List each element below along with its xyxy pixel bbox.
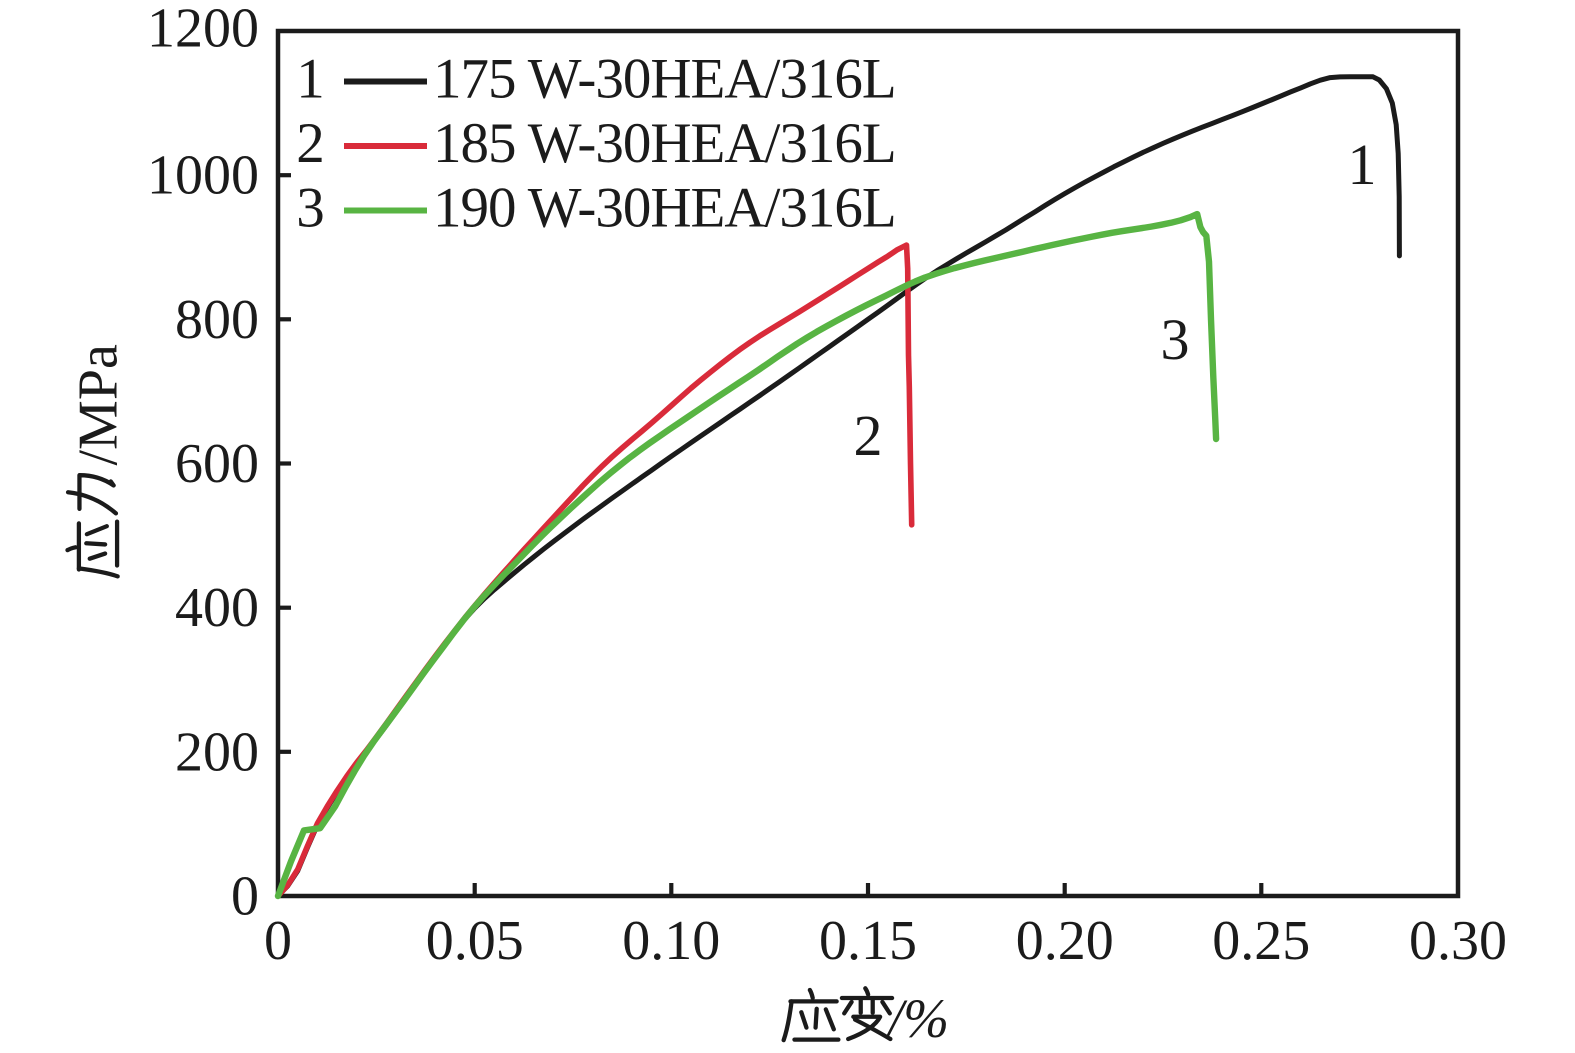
svg-text:0: 0 [264, 910, 292, 972]
svg-text:175 W-30HEA/316L: 175 W-30HEA/316L [433, 48, 896, 111]
svg-text:0.10: 0.10 [622, 910, 720, 972]
svg-text:0.25: 0.25 [1212, 910, 1310, 972]
svg-text:1000: 1000 [147, 145, 259, 207]
svg-text:1200: 1200 [147, 0, 259, 60]
svg-text:/MPa: /MPa [68, 344, 130, 465]
svg-text:0.30: 0.30 [1409, 910, 1507, 972]
svg-text:2: 2 [854, 403, 883, 468]
svg-text:3: 3 [296, 177, 324, 240]
svg-text:/%: /% [885, 988, 949, 1049]
svg-text:0.05: 0.05 [426, 910, 524, 972]
svg-text:200: 200 [175, 721, 259, 783]
svg-text:0: 0 [231, 866, 259, 928]
svg-text:400: 400 [175, 577, 259, 639]
svg-text:3: 3 [1161, 307, 1190, 372]
svg-text:1: 1 [296, 48, 324, 111]
svg-text:2: 2 [296, 112, 324, 175]
svg-text:190 W-30HEA/316L: 190 W-30HEA/316L [433, 177, 896, 240]
svg-text:800: 800 [175, 289, 259, 351]
svg-text:0.15: 0.15 [819, 910, 917, 972]
svg-text:600: 600 [175, 433, 259, 495]
svg-text:1: 1 [1348, 132, 1377, 197]
svg-text:185 W-30HEA/316L: 185 W-30HEA/316L [433, 112, 896, 175]
svg-text:0.20: 0.20 [1016, 910, 1114, 972]
